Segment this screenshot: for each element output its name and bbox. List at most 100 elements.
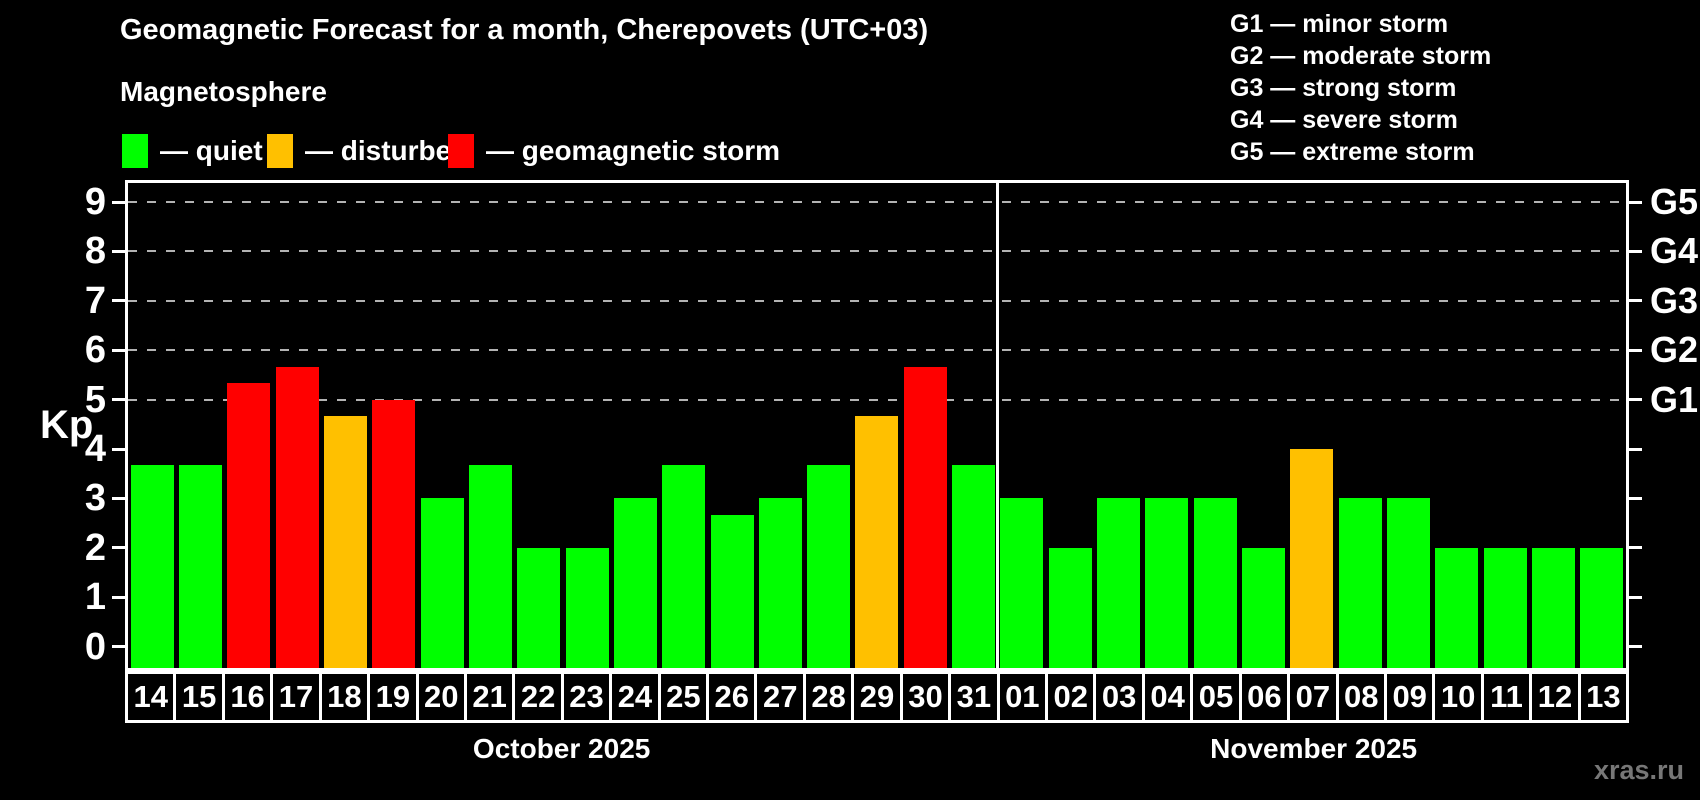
day-label-15: 15: [173, 671, 225, 723]
day-label-06: 06: [1238, 671, 1291, 723]
legend-label-disturbed: — disturbed: [305, 135, 469, 166]
y-tick-left-0: [112, 645, 125, 649]
day-label-05: 05: [1190, 671, 1242, 723]
plot-area: 0 1 2 3 4 5 6 7 8 9 G1 G2 G3 G4 G5: [85, 181, 1698, 668]
kp-bar-october-29: [855, 415, 899, 668]
y-axis-title: Kp: [40, 403, 94, 447]
kp-bar-october-20: [420, 498, 464, 668]
kp-bar-october-17: [275, 366, 319, 668]
kp-bar-october-14: [130, 465, 174, 668]
kp-bar-october-16: [227, 383, 271, 668]
day-label-25: 25: [657, 671, 710, 723]
y-tick-right-8: [1629, 249, 1642, 253]
kp-bar-november-04: [1145, 498, 1189, 668]
y-tick-left-8: [112, 249, 125, 253]
day-label-01: 01: [996, 671, 1049, 723]
y-tick-right-2: [1629, 546, 1642, 550]
y-tick-label-6: 6: [84, 329, 106, 372]
day-label-14: 14: [125, 671, 177, 723]
day-label-13: 13: [1577, 671, 1630, 723]
y-tick-right-9: [1629, 200, 1642, 204]
day-label-08: 08: [1335, 671, 1387, 723]
day-label-11: 11: [1480, 671, 1533, 723]
watermark: xras.ru: [1593, 755, 1684, 785]
g-scale-label-G2: G2: [1650, 329, 1699, 371]
legend-item-storm: — geomagnetic storm: [448, 131, 780, 171]
y-tick-right-5: [1629, 398, 1642, 402]
y-tick-label-7: 7: [84, 279, 106, 322]
chart-subtitle: Magnetosphere: [120, 76, 327, 107]
y-tick-left-1: [112, 595, 125, 599]
kp-bar-november-05: [1193, 498, 1237, 668]
y-tick-label-8: 8: [84, 230, 106, 273]
legend-label-quiet: — quiet: [160, 135, 263, 166]
y-tick-label-3: 3: [84, 477, 106, 520]
y-tick-right-0: [1629, 645, 1642, 649]
day-label-17: 17: [270, 671, 322, 723]
g-scale-label-G5: G5: [1650, 181, 1699, 222]
kp-bar-october-15: [178, 465, 222, 668]
kp-bar-october-22: [517, 547, 561, 668]
kp-bar-november-01: [1000, 498, 1044, 668]
y-tick-right-1: [1629, 595, 1642, 599]
kp-bar-october-31: [952, 465, 996, 668]
y-tick-label-1: 1: [84, 576, 106, 619]
kp-bar-november-12: [1532, 547, 1575, 668]
y-tick-label-5: 5: [84, 378, 106, 421]
kp-bar-october-19: [372, 399, 416, 668]
g-legend-line-2: G2 — moderate storm: [1230, 42, 1492, 70]
storm-swatch-icon: [448, 134, 474, 168]
g-scale-label-G3: G3: [1650, 279, 1699, 321]
g-legend-line-4: G4 — severe storm: [1230, 106, 1458, 134]
y-tick-left-6: [112, 348, 125, 352]
day-label-21: 21: [463, 671, 516, 723]
day-label-26: 26: [706, 671, 758, 723]
month-labels-row: October 2025 November 2025: [125, 733, 1629, 765]
gridline-kp7: [128, 299, 1626, 302]
kp-bar-october-23: [565, 547, 609, 668]
kp-bar-november-09: [1387, 498, 1431, 668]
g-scale-label-G4: G4: [1650, 230, 1699, 272]
kp-bar-november-10: [1435, 547, 1479, 668]
kp-bar-november-06: [1242, 547, 1286, 668]
day-label-27: 27: [754, 671, 806, 723]
day-label-31: 31: [948, 671, 1000, 723]
quiet-swatch-icon: [122, 134, 148, 168]
day-label-23: 23: [560, 671, 613, 723]
y-tick-label-2: 2: [84, 526, 106, 569]
chart-title: Geomagnetic Forecast for a month, Cherep…: [120, 14, 929, 46]
day-label-10: 10: [1432, 671, 1484, 723]
day-label-24: 24: [609, 671, 661, 723]
kp-bar-november-02: [1048, 547, 1092, 668]
y-tick-left-3: [112, 496, 125, 500]
plot-box: 0 1 2 3 4 5 6 7 8 9 G1 G2 G3 G4 G5: [85, 180, 1698, 671]
kp-bar-october-18: [323, 415, 367, 668]
gridline-kp8: [128, 250, 1626, 253]
kp-bar-october-28: [807, 465, 851, 668]
kp-bar-october-24: [613, 498, 657, 668]
day-label-07: 07: [1287, 671, 1339, 723]
y-tick-left-4: [112, 447, 125, 451]
kp-bar-november-08: [1338, 498, 1382, 668]
y-tick-label-4: 4: [84, 428, 106, 470]
day-axis-row: 14 15 16 17 18 19 20 21 22 23 24 25 26 27 28 29 30 31 01 02…: [125, 671, 1630, 723]
gridline-kp5: [128, 398, 1626, 401]
g-scale-legend: G1 — minor storm G2 — moderate storm G3 — …: [1230, 8, 1491, 168]
day-label-19: 19: [367, 671, 419, 723]
day-label-03: 03: [1093, 671, 1145, 723]
g-legend-line-1: G1 — minor storm: [1230, 10, 1449, 38]
kp-bar-october-30: [903, 366, 947, 668]
y-tick-left-2: [112, 546, 125, 550]
day-label-04: 04: [1141, 671, 1194, 723]
day-label-30: 30: [899, 671, 952, 723]
day-label-20: 20: [415, 671, 467, 723]
month-separator: [996, 183, 1000, 668]
legend-item-quiet: — quiet: [122, 131, 263, 171]
kp-bar-october-26: [710, 514, 754, 668]
gridline-kp6: [128, 349, 1626, 352]
g-legend-line-3: G3 — strong storm: [1230, 74, 1457, 102]
g-legend-line-5: G5 — extreme storm: [1230, 138, 1475, 166]
kp-bar-november-07: [1290, 449, 1334, 668]
kp-state-legend: — quiet — disturbed — geomagnetic storm: [0, 131, 1000, 171]
legend-item-disturbed: — disturbed: [267, 131, 468, 171]
